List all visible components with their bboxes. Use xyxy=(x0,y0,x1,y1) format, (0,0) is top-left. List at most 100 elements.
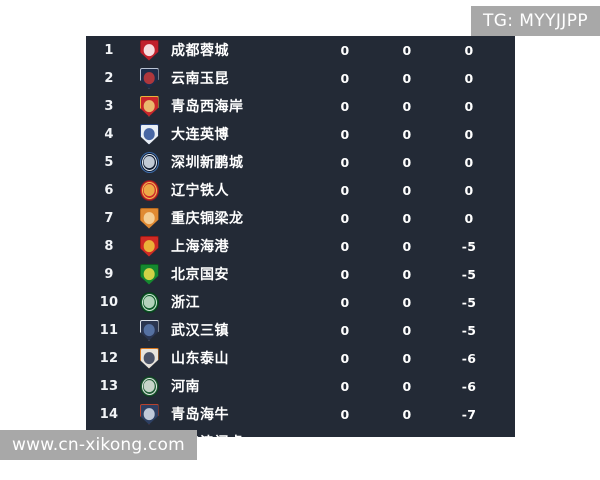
crest-qingdao-hainiu-icon xyxy=(139,403,159,425)
table-row[interactable]: 1 成都蓉城 0 0 0 xyxy=(86,36,515,64)
rank-cell: 5 xyxy=(104,154,114,170)
crest-cell xyxy=(132,319,166,341)
stat-cell-1: 0 xyxy=(340,98,350,114)
stat-cell-1: 0 xyxy=(340,294,350,310)
crest-henan-icon xyxy=(139,375,159,397)
team-name: 武汉三镇 xyxy=(171,323,229,339)
stat-cell-2: 0 xyxy=(402,182,412,198)
crest-cell xyxy=(132,375,166,397)
stat-cell-1: 0 xyxy=(340,210,350,226)
stat-cell-3: -5 xyxy=(461,294,477,310)
stat-cell-2: 0 xyxy=(402,294,412,310)
team-name: 天津津门虎 xyxy=(166,432,314,437)
stat-cell-3: 0 xyxy=(464,70,474,86)
rank-cell: 3 xyxy=(104,98,114,114)
crest-cell xyxy=(132,67,166,89)
table-row[interactable]: 4 大连英博 0 0 0 xyxy=(86,120,515,148)
crest-zhejiang-icon xyxy=(139,291,159,313)
crest-cell xyxy=(132,291,166,313)
table-row[interactable]: 9 北京国安 0 0 -5 xyxy=(86,260,515,288)
rank-cell: 13 xyxy=(99,378,119,394)
crest-cell xyxy=(132,123,166,145)
stat-cell-3: 0 xyxy=(464,182,474,198)
stat-cell-3: 0 xyxy=(464,154,474,170)
standings-table: 1 成都蓉城 0 0 0 2 云南玉昆 0 0 0 3 青岛西海岸 0 0 0 4 大连英博 0 0 0 5 深圳新鹏城 0… xyxy=(86,36,515,437)
team-name: 上海海港 xyxy=(171,239,229,255)
table-row[interactable]: 10 浙江 0 0 -5 xyxy=(86,288,515,316)
stat-cell-2: 0 xyxy=(402,154,412,170)
table-row[interactable]: 3 青岛西海岸 0 0 0 xyxy=(86,92,515,120)
team-name: 浙江 xyxy=(171,295,200,311)
team-name: 成都蓉城 xyxy=(171,43,229,59)
stat-cell-1: 0 xyxy=(340,70,350,86)
crest-cell xyxy=(132,403,166,425)
stat-cell-3: -6 xyxy=(461,350,477,366)
table-row[interactable]: 11 武汉三镇 0 0 -5 xyxy=(86,316,515,344)
table-row[interactable]: 13 河南 0 0 -6 xyxy=(86,372,515,400)
crest-cell xyxy=(132,39,166,61)
stat-cell-1: 0 xyxy=(340,322,350,338)
team-name: 山东泰山 xyxy=(171,351,229,367)
stat-cell-2: 0 xyxy=(402,42,412,58)
stat-cell-3: -5 xyxy=(461,322,477,338)
crest-liaoning-tieren-icon xyxy=(139,179,159,201)
stat-cell-1: 0 xyxy=(314,435,376,438)
team-name: 河南 xyxy=(171,379,200,395)
rank-cell: 11 xyxy=(99,322,119,338)
stat-cell-1: 0 xyxy=(340,42,350,58)
stat-cell-3: -7 xyxy=(438,435,500,438)
crest-shenzhen-peng-city-icon xyxy=(139,151,159,173)
table-row[interactable]: 14 青岛海牛 0 0 -7 xyxy=(86,400,515,428)
crest-shanghai-port-icon xyxy=(139,235,159,257)
team-name: 云南玉昆 xyxy=(171,71,229,87)
rank-cell: 9 xyxy=(104,266,114,282)
stat-cell-2: 0 xyxy=(402,238,412,254)
stat-cell-3: -5 xyxy=(461,266,477,282)
stat-cell-3: 0 xyxy=(464,126,474,142)
team-name: 青岛西海岸 xyxy=(171,99,244,115)
stat-cell-1: 0 xyxy=(340,350,350,366)
stat-cell-3: -7 xyxy=(461,406,477,422)
rank-cell: 10 xyxy=(99,294,119,310)
stat-cell-2: 0 xyxy=(402,378,412,394)
stat-cell-2: 0 xyxy=(402,126,412,142)
crest-shandong-taishan-icon xyxy=(139,347,159,369)
crest-beijing-guoan-icon xyxy=(139,263,159,285)
stat-cell-1: 0 xyxy=(340,266,350,282)
watermark-bottom-left: www.cn-xikong.com xyxy=(0,430,197,460)
stat-cell-1: 0 xyxy=(340,126,350,142)
stat-cell-3: -5 xyxy=(461,238,477,254)
table-row[interactable]: 6 辽宁铁人 0 0 0 xyxy=(86,176,515,204)
rank-cell: 4 xyxy=(104,126,114,142)
stat-cell-2: 0 xyxy=(402,70,412,86)
stat-cell-3: 0 xyxy=(464,98,474,114)
table-row[interactable]: 12 山东泰山 0 0 -6 xyxy=(86,344,515,372)
rank-cell: 14 xyxy=(99,406,119,422)
stat-cell-2: 0 xyxy=(402,322,412,338)
team-name: 青岛海牛 xyxy=(171,407,229,423)
crest-qingdao-west-coast-icon xyxy=(139,95,159,117)
crest-chengdu-rongcheng-icon xyxy=(139,39,159,61)
team-name: 辽宁铁人 xyxy=(171,183,229,199)
stat-cell-1: 0 xyxy=(340,154,350,170)
team-name: 大连英博 xyxy=(171,127,229,143)
stat-cell-1: 0 xyxy=(340,378,350,394)
stat-cell-2: 0 xyxy=(376,435,438,438)
crest-cell xyxy=(132,207,166,229)
rank-cell: 7 xyxy=(104,210,114,226)
table-row[interactable]: 5 深圳新鹏城 0 0 0 xyxy=(86,148,515,176)
crest-cell xyxy=(132,347,166,369)
table-row[interactable]: 8 上海海港 0 0 -5 xyxy=(86,232,515,260)
stat-cell-2: 0 xyxy=(402,350,412,366)
crest-cell xyxy=(132,179,166,201)
stat-cell-1: 0 xyxy=(340,238,350,254)
rank-cell: 2 xyxy=(104,70,114,86)
stat-cell-1: 0 xyxy=(340,182,350,198)
rank-cell: 6 xyxy=(104,182,114,198)
crest-chongqing-tongliang-long-icon xyxy=(139,207,159,229)
table-row[interactable]: 7 重庆铜梁龙 0 0 0 xyxy=(86,204,515,232)
crest-cell xyxy=(132,263,166,285)
stat-cell-3: 0 xyxy=(464,42,474,58)
table-row[interactable]: 2 云南玉昆 0 0 0 xyxy=(86,64,515,92)
crest-cell xyxy=(132,151,166,173)
